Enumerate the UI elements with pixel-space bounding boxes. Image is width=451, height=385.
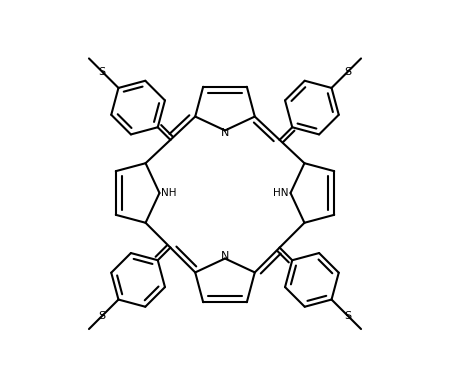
Text: S: S: [99, 311, 106, 321]
Text: S: S: [344, 311, 351, 321]
Text: HN: HN: [273, 188, 289, 198]
Text: N: N: [221, 129, 229, 139]
Text: S: S: [344, 67, 351, 77]
Text: N: N: [221, 251, 229, 261]
Text: S: S: [99, 67, 106, 77]
Text: NH: NH: [161, 188, 177, 198]
